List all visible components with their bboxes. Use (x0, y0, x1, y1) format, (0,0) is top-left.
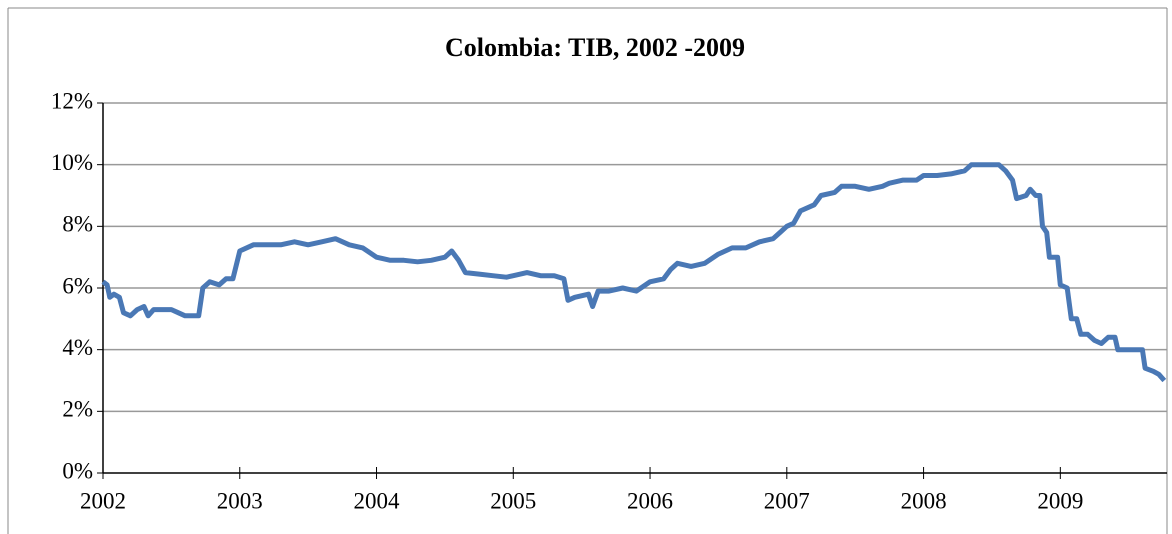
y-tick-label: 6% (62, 273, 93, 298)
x-tick-label: 2004 (354, 488, 401, 513)
x-tick-label: 2005 (490, 488, 536, 513)
x-tick-label: 2007 (764, 488, 810, 513)
y-tick-label: 12% (51, 88, 93, 113)
y-tick-label: 0% (62, 458, 93, 483)
y-tick-label: 8% (62, 212, 93, 237)
x-tick-label: 2003 (217, 488, 263, 513)
chart-title: Colombia: TIB, 2002 -2009 (445, 33, 745, 62)
line-series (101, 162, 1167, 383)
x-tick-label: 2008 (901, 488, 947, 513)
x-tick-label: 2009 (1037, 488, 1083, 513)
x-tick-label: 2002 (80, 488, 126, 513)
x-tick-label: 2006 (627, 488, 673, 513)
y-tick-label: 10% (51, 150, 93, 175)
y-tick-label: 4% (62, 335, 93, 360)
y-tick-label: 2% (62, 397, 93, 422)
